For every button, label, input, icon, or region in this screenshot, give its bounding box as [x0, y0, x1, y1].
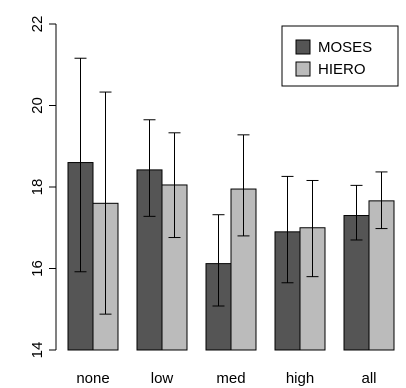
x-axis-labels: none low med high all: [76, 370, 376, 387]
y-tick-label: 18: [29, 179, 46, 196]
x-tick-label-none: none: [76, 370, 109, 387]
y-tick-label: 14: [29, 342, 46, 359]
y-tick-label: 20: [29, 97, 46, 114]
x-tick-label-high: high: [286, 370, 314, 387]
legend-label-hiero: HIERO: [318, 61, 366, 78]
y-axis: 14 16 18 20 22: [29, 16, 57, 359]
bars: [67, 162, 395, 351]
legend-box: [281, 25, 399, 87]
legend-label-moses: MOSES: [318, 39, 372, 56]
legend-swatch-hiero: [295, 61, 311, 77]
y-tick-label: 22: [29, 16, 46, 33]
error-bars: [74, 57, 388, 315]
legend-swatch-moses: [295, 39, 311, 55]
y-tick-label: 16: [29, 260, 46, 277]
x-tick-label-med: med: [216, 370, 245, 387]
x-tick-label-low: low: [151, 370, 174, 387]
x-tick-label-all: all: [361, 370, 376, 387]
legend: MOSES HIERO: [281, 25, 399, 87]
